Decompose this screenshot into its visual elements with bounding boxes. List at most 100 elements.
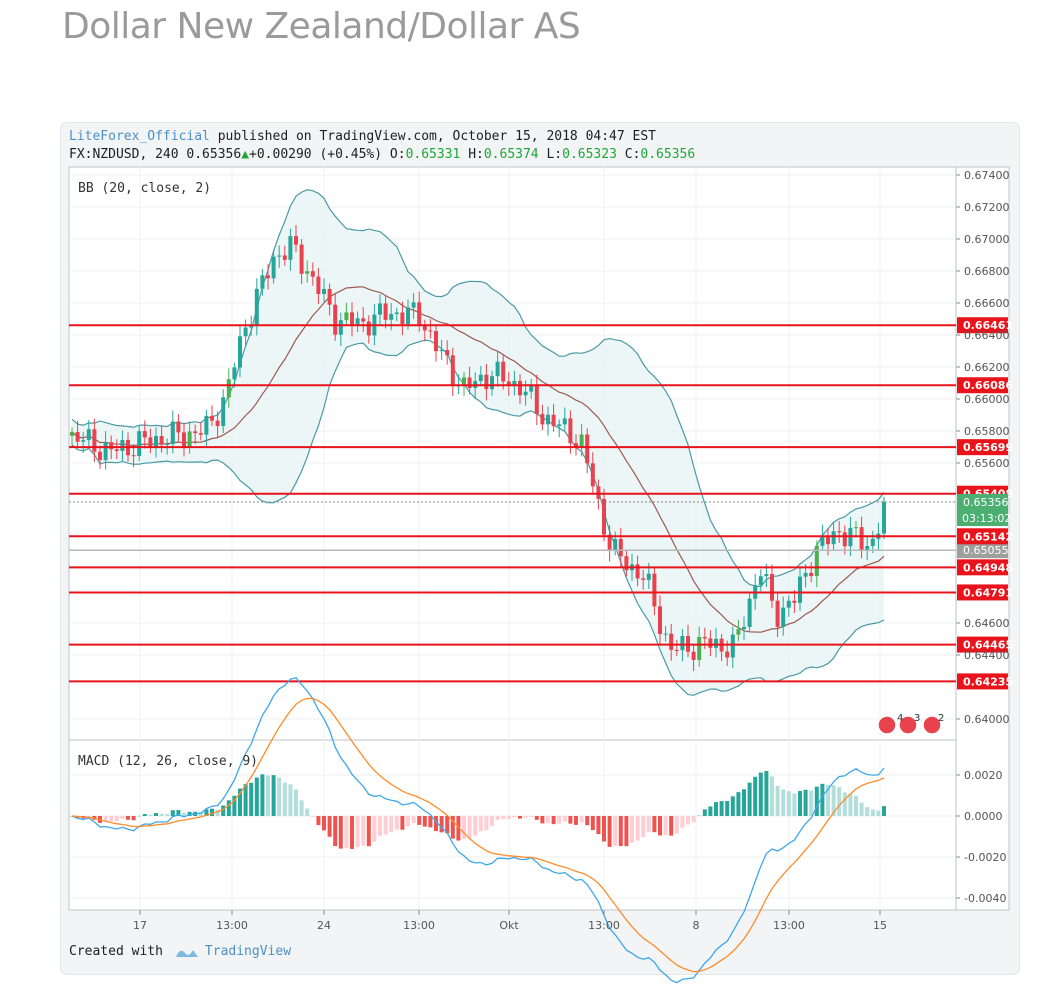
candle [159,435,164,445]
candle [131,455,136,457]
candle [176,421,181,433]
macd-histogram-bar [540,816,545,824]
candle [490,376,494,390]
macd-histogram-bar [187,811,192,816]
candle [602,498,606,535]
candle [663,633,668,635]
level-price-label: 0.64235 [963,675,1013,688]
macd-histogram-bar [551,816,556,825]
footer: Created with TradingView [69,944,291,959]
candle [590,463,595,487]
macd-histogram-bar [260,774,265,816]
candle [310,271,315,277]
candle [389,314,394,320]
macd-histogram-bar [635,816,640,841]
macd-histogram-bar [182,812,186,816]
x-tick-label: 8 [693,919,700,932]
x-tick-label: Okt [499,919,519,932]
candle [702,636,707,639]
level-price-label: 0.64948 [963,561,1013,574]
macd-histogram-bar [159,813,164,816]
candle [277,255,282,257]
macd-histogram-bar [361,816,366,846]
y-tick-label: 0.67000 [964,233,1010,246]
macd-histogram-bar [775,785,780,816]
candle [484,374,489,390]
macd-histogram-bar [411,816,416,823]
candle [546,414,550,425]
candle [781,607,786,627]
macd-histogram-bar [467,816,472,839]
candle [708,638,713,648]
level-price-tag [957,317,1008,334]
axes: 17 13:00 24 13:00 Okt 13:00 8 13:00 150.674000.6… [133,169,1010,932]
y-tick-label: 0.66000 [964,393,1010,406]
macd-histogram-bar [249,782,254,816]
macd-histogram-bar [131,816,136,821]
macd-line [71,676,885,984]
candle [299,244,304,274]
publish-info: LiteForex_Official published on TradingV… [69,129,656,144]
macd-histogram-bar [142,814,147,816]
macd-histogram-bar [842,792,847,816]
macd-histogram-bar [243,784,248,816]
candle [238,336,242,368]
candle [198,433,203,435]
candle [792,600,797,603]
page-title: Dollar New Zealand/Dollar AS [62,6,581,47]
tradingview-logo-icon [175,949,198,957]
candle [366,321,371,336]
low-value: 0.65323 [562,147,617,162]
macd-histogram-bar [506,816,511,820]
macd-histogram-bar [814,786,819,816]
macd-histogram-bar [512,816,517,818]
candle [585,434,590,464]
candle [120,439,125,452]
macd-histogram-bar [691,816,696,823]
macd-histogram-bar [266,775,270,816]
macd-histogram-bar [210,808,214,816]
author-link[interactable]: LiteForex_Official [69,129,210,144]
macd-pane [68,739,957,911]
macd-histogram-bar [271,775,276,816]
candle [579,434,584,447]
macd-histogram-bar [882,806,886,816]
close-label: C: [624,147,641,162]
candle [842,532,847,547]
event-badges[interactable]: 4 3 2 [877,713,944,735]
y-tick-label: 0.66400 [964,329,1010,342]
level-price-tag [957,559,1008,576]
macd-histogram-bar [607,816,612,847]
macd-histogram-bar [562,816,567,822]
candle [467,377,472,388]
candle [607,534,612,551]
x-tick-label: 13:00 [216,919,248,932]
macd-histogram-bar [114,816,119,822]
level-price-label: 0.64465 [963,639,1013,652]
candle [529,385,534,392]
macd-histogram-bar [445,816,450,834]
tradingview-link[interactable]: TradingView [204,944,292,959]
macd-histogram-bar [288,784,293,816]
macd-histogram-bar [322,816,326,831]
candle [742,626,746,630]
macd-histogram-bar [641,816,646,838]
macd-histogram-bar [355,816,360,848]
candle [422,326,427,331]
x-tick-label: 13:00 [403,919,435,932]
macd-histogram-bar [103,816,108,822]
candle [854,527,858,529]
created-with-text: Created with [69,944,163,959]
macd-histogram-bar [406,816,410,827]
macd-histogram-bar [310,816,315,817]
change-text: +0.00290 (+0.45%) [249,147,383,162]
last-price-tag [957,494,1008,527]
x-tick-label: 13:00 [773,919,805,932]
macd-histogram-bar [546,816,550,824]
macd-histogram-bar [439,816,444,833]
ohlc-info: FX:NZDUSD, 240 0.65356▲+0.00290 (+0.45%)… [69,147,695,162]
candle [400,312,405,325]
macd-histogram-bar [518,816,522,819]
candle [226,379,231,398]
